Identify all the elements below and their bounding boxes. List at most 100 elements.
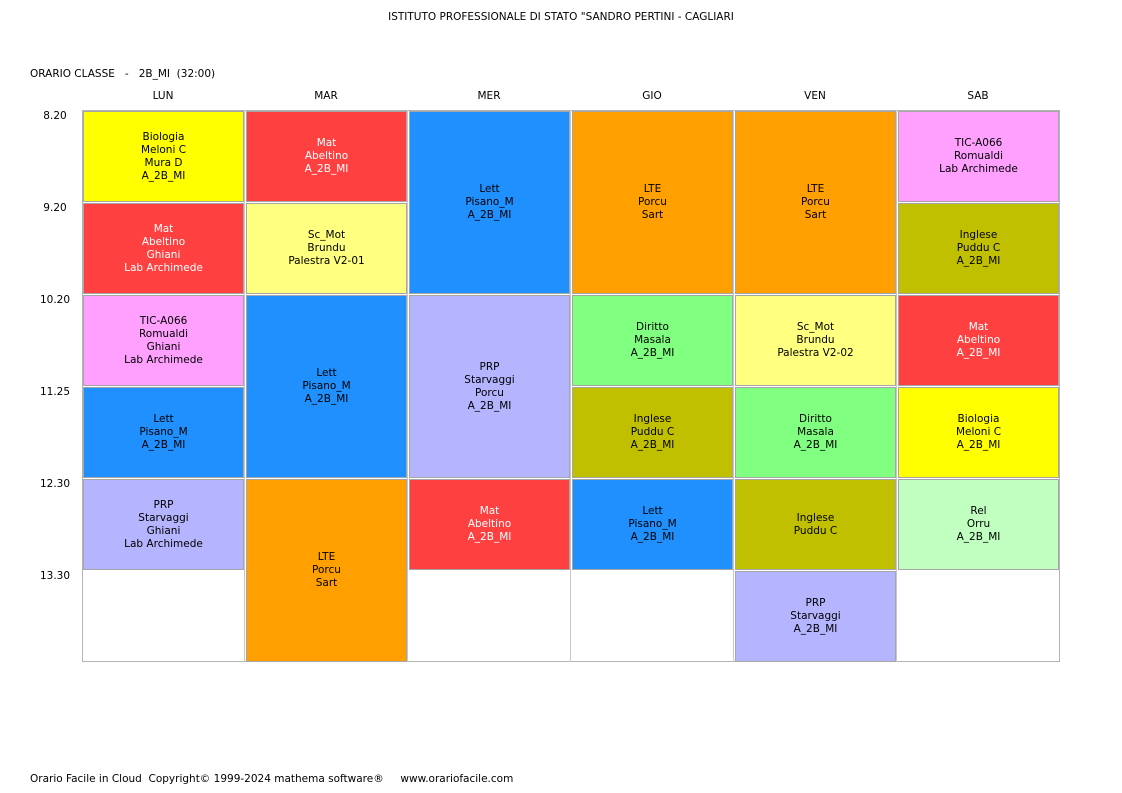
day-header-ven: VEN <box>804 90 826 102</box>
lesson-detail: Abeltino <box>467 518 512 530</box>
lesson-subject: Sc_Mot <box>796 321 835 333</box>
lesson-detail: Masala <box>634 334 671 346</box>
lesson-subject: Diritto <box>799 413 832 425</box>
lesson-detail: Romualdi <box>138 327 189 340</box>
lesson-detail: Sart <box>804 209 827 221</box>
lesson-cell[interactable]: Inglese Puddu C <box>735 479 896 570</box>
lesson-detail: Porcu <box>638 196 667 208</box>
lesson-subject: Lett <box>316 367 337 379</box>
lesson-detail: Brundu <box>796 334 835 346</box>
lesson-cell[interactable]: Mat Abeltino A_2B_MI <box>246 111 407 202</box>
lesson-cell[interactable]: Mat Abeltino A_2B_MI <box>409 479 570 570</box>
lesson-cell[interactable]: Mat Abeltino A_2B_MI <box>898 295 1059 386</box>
lesson-subject: Mat <box>479 505 500 517</box>
lesson-detail: Lab Archimede <box>939 163 1018 175</box>
lesson-cell[interactable]: PRP Starvaggi Ghiani Lab Archimede <box>83 479 244 570</box>
lesson-detail: Starvaggi <box>138 511 189 524</box>
lesson-subject: LTE <box>643 183 662 195</box>
lesson-detail: Puddu C <box>793 524 838 537</box>
lesson-subject: LTE <box>806 183 825 195</box>
lesson-cell[interactable]: Mat Abeltino Ghiani Lab Archimede <box>83 203 244 294</box>
lesson-detail: A_2B_MI <box>467 209 512 221</box>
lesson-subject: Inglese <box>796 511 835 524</box>
lesson-cell[interactable]: Lett Pisano_M A_2B_MI <box>409 111 570 294</box>
lesson-detail: A_2B_MI <box>793 439 838 451</box>
time-label: 11.25 <box>39 386 71 398</box>
lesson-detail: A_2B_MI <box>630 347 675 359</box>
lesson-detail: Pisano_M <box>139 426 188 438</box>
lesson-detail: A_2B_MI <box>304 393 349 405</box>
lesson-detail: Romualdi <box>953 150 1004 162</box>
lesson-subject: TIC-A066 <box>954 137 1003 149</box>
lesson-cell[interactable]: LTE Porcu Sart <box>246 479 407 662</box>
day-header-sab: SAB <box>967 90 989 102</box>
column-divider <box>244 110 245 662</box>
lesson-cell[interactable]: Rel Orru A_2B_MI <box>898 479 1059 570</box>
lesson-detail: Meloni C <box>140 143 187 156</box>
lesson-subject: Lett <box>479 183 500 195</box>
lesson-detail: Porcu <box>312 564 341 576</box>
lesson-detail: Meloni C <box>955 426 1002 438</box>
lesson-subject: Diritto <box>636 321 669 333</box>
lesson-subject: Rel <box>970 505 987 517</box>
time-label: 12.30 <box>39 478 71 490</box>
lesson-detail: A_2B_MI <box>630 439 675 451</box>
lesson-detail: Brundu <box>307 242 346 254</box>
day-header-gio: GIO <box>642 90 662 102</box>
time-label: 8.20 <box>43 110 67 122</box>
lesson-cell[interactable]: Sc_Mot Brundu Palestra V2-02 <box>735 295 896 386</box>
day-header-mar: MAR <box>314 90 338 102</box>
lesson-subject: Biologia <box>142 130 185 143</box>
timetable-grid <box>82 110 1060 662</box>
lesson-subject: Mat <box>968 321 989 333</box>
lesson-cell[interactable]: Lett Pisano_M A_2B_MI <box>572 479 733 570</box>
lesson-subject: Inglese <box>959 229 998 241</box>
lesson-detail: A_2B_MI <box>956 347 1001 359</box>
lesson-cell[interactable]: PRP Starvaggi Porcu A_2B_MI <box>409 295 570 478</box>
lesson-cell[interactable]: Diritto Masala A_2B_MI <box>735 387 896 478</box>
lesson-detail: Palestra V2-01 <box>288 255 365 267</box>
lesson-cell[interactable]: Lett Pisano_M A_2B_MI <box>83 387 244 478</box>
lesson-subject: LTE <box>317 551 336 563</box>
lesson-subject: Mat <box>153 222 174 235</box>
lesson-cell[interactable]: Sc_Mot Brundu Palestra V2-01 <box>246 203 407 294</box>
lesson-detail: A_2B_MI <box>956 531 1001 543</box>
lesson-detail: Ghiani <box>146 524 181 537</box>
column-divider <box>733 110 734 662</box>
lesson-detail: Pisano_M <box>302 380 351 392</box>
lesson-detail: Sart <box>315 577 338 589</box>
lesson-detail: Puddu C <box>630 426 675 438</box>
school-title: ISTITUTO PROFESSIONALE DI STATO "SANDRO … <box>388 11 734 23</box>
lesson-detail: Pisano_M <box>628 518 677 530</box>
lesson-detail: Sart <box>641 209 664 221</box>
lesson-detail: Lab Archimede <box>124 261 203 274</box>
time-label: 9.20 <box>43 202 67 214</box>
lesson-subject: Lett <box>153 413 174 425</box>
lesson-detail: Abeltino <box>304 150 349 162</box>
day-header-lun: LUN <box>152 90 174 102</box>
lesson-cell[interactable]: LTE Porcu Sart <box>572 111 733 294</box>
lesson-detail: A_2B_MI <box>467 399 512 412</box>
day-header-mer: MER <box>477 90 501 102</box>
lesson-detail: Orru <box>966 518 991 530</box>
lesson-detail: Porcu <box>475 386 504 399</box>
lesson-detail: A_2B_MI <box>467 531 512 543</box>
lesson-cell[interactable]: Lett Pisano_M A_2B_MI <box>246 295 407 478</box>
lesson-detail: A_2B_MI <box>304 163 349 175</box>
lesson-cell[interactable]: LTE Porcu Sart <box>735 111 896 294</box>
lesson-cell[interactable]: Inglese Puddu C A_2B_MI <box>572 387 733 478</box>
lesson-cell[interactable]: PRP Starvaggi A_2B_MI <box>735 571 896 662</box>
class-title: ORARIO CLASSE - 2B_MI (32:00) <box>30 68 216 80</box>
lesson-subject: Mat <box>316 137 337 149</box>
lesson-cell[interactable]: Biologia Meloni C Mura D A_2B_MI <box>83 111 244 202</box>
lesson-cell[interactable]: TIC-A066 Romualdi Ghiani Lab Archimede <box>83 295 244 386</box>
lesson-cell[interactable]: Inglese Puddu C A_2B_MI <box>898 203 1059 294</box>
lesson-cell[interactable]: TIC-A066 Romualdi Lab Archimede <box>898 111 1059 202</box>
column-divider <box>896 110 897 662</box>
time-label: 13.30 <box>39 570 71 582</box>
lesson-detail: Abeltino <box>141 235 186 248</box>
lesson-detail: A_2B_MI <box>793 623 838 635</box>
lesson-cell[interactable]: Diritto Masala A_2B_MI <box>572 295 733 386</box>
column-divider <box>570 110 571 662</box>
lesson-cell[interactable]: Biologia Meloni C A_2B_MI <box>898 387 1059 478</box>
